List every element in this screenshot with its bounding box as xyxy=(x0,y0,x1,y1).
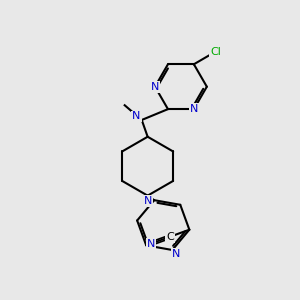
Text: N: N xyxy=(172,248,180,259)
Text: N: N xyxy=(151,82,159,92)
Text: Cl: Cl xyxy=(210,47,221,57)
Text: N: N xyxy=(143,196,152,206)
Text: C: C xyxy=(166,232,174,242)
Text: N: N xyxy=(132,111,141,122)
Text: N: N xyxy=(190,104,198,114)
Text: N: N xyxy=(146,239,155,249)
